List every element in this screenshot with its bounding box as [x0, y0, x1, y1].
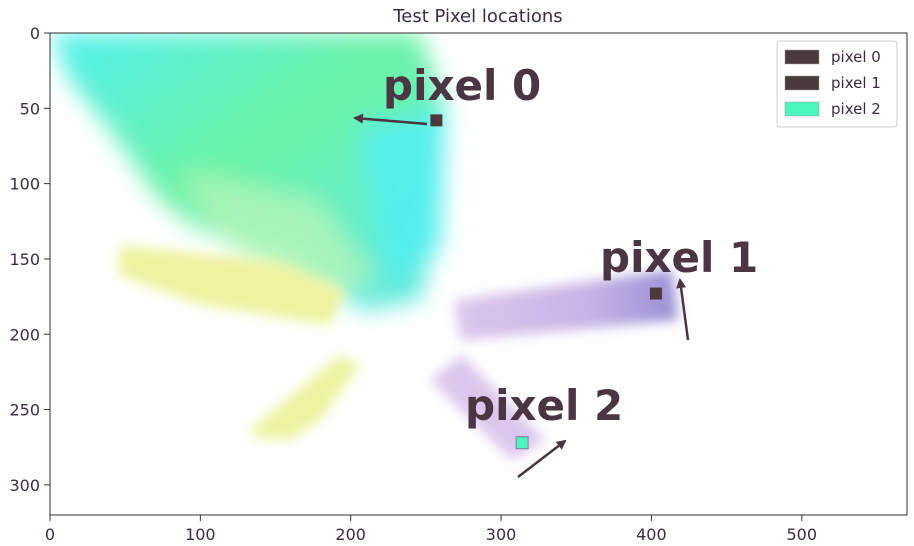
legend-label-pixel-1: pixel 1 [831, 74, 881, 92]
y-tick-label: 0 [30, 24, 40, 43]
x-tick-label: 300 [486, 525, 517, 544]
chart-title: Test Pixel locations [392, 6, 562, 27]
x-tick-label: 400 [636, 525, 667, 544]
legend-swatch-pixel-1 [784, 75, 820, 91]
y-tick-label: 300 [9, 476, 40, 495]
x-tick-label: 100 [185, 525, 216, 544]
x-tick-label: 500 [786, 525, 817, 544]
legend-label-pixel-0: pixel 0 [831, 48, 881, 66]
y-axis-ticks: 0 50 100 150 200 250 300 [9, 24, 50, 495]
pixel-markers [430, 114, 662, 450]
pixel-2-annotation: pixel 2 [465, 381, 623, 430]
x-tick-label: 0 [45, 525, 55, 544]
y-tick-label: 150 [9, 250, 40, 269]
pixel-0-arrow [353, 113, 428, 126]
legend-label-pixel-2: pixel 2 [831, 100, 881, 118]
pixel-0-marker [430, 114, 443, 127]
y-tick-label: 100 [9, 175, 40, 194]
annotations: pixel 0 pixel 1 pixel 2 [353, 61, 758, 478]
y-tick-label: 200 [9, 325, 40, 344]
legend-swatch-pixel-2 [784, 101, 820, 117]
y-tick-label: 50 [20, 99, 40, 118]
pixel-1-annotation: pixel 1 [600, 233, 758, 282]
x-axis-ticks: 0 100 200 300 400 500 [45, 515, 817, 544]
y-tick-label: 250 [9, 401, 40, 420]
plot-frame [49, 32, 908, 516]
pixel-0-annotation: pixel 0 [383, 61, 541, 110]
legend: pixel 0 pixel 1 pixel 2 [776, 40, 898, 128]
pixel-1-arrow [676, 278, 690, 341]
background-image [50, 33, 678, 460]
pixel-2-marker [515, 436, 529, 450]
x-tick-label: 200 [335, 525, 366, 544]
pixel-2-arrow [517, 439, 567, 478]
legend-swatch-pixel-0 [784, 49, 820, 65]
pixel-1-marker [649, 287, 662, 300]
